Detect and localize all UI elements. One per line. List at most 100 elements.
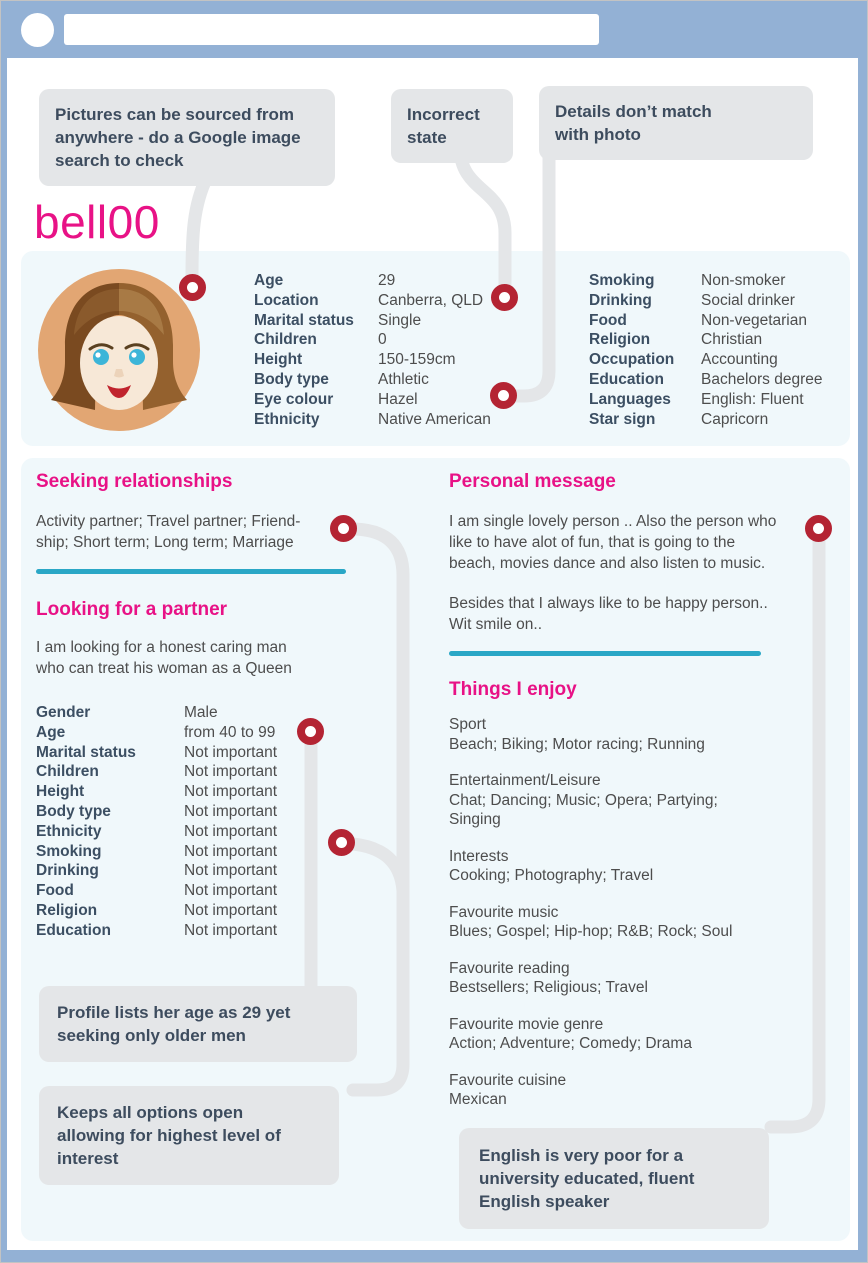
detail-row: Drinking Social drinker xyxy=(589,291,849,311)
enjoy-items: Mexican xyxy=(449,1091,507,1108)
detail-row: Ethnicity Not important xyxy=(36,822,376,842)
seeking-relationships-text: Activity partner; Travel partner; Friend… xyxy=(36,513,301,551)
detail-row: Education Bachelors degree xyxy=(589,370,849,390)
detail-row: Gender Male xyxy=(36,703,376,723)
detail-label: Smoking xyxy=(589,272,655,289)
detail-row: Location Canberra, QLD xyxy=(254,291,584,311)
detail-row: Marital status Not important xyxy=(36,743,376,763)
marker-eye-colour xyxy=(490,382,517,409)
detail-label: Languages xyxy=(589,390,671,408)
detail-value: 150-159cm xyxy=(378,351,456,369)
browser-logo-icon xyxy=(21,13,54,47)
detail-value: Hazel xyxy=(378,390,418,408)
detail-value: Male xyxy=(184,704,218,721)
looking-for-partner-title: Looking for a partner xyxy=(36,599,228,620)
address-bar[interactable] xyxy=(64,14,599,45)
detail-value: from 40 to 99 xyxy=(184,723,276,741)
enjoy-category: Sport xyxy=(449,716,487,733)
detail-row: Languages English: Fluent xyxy=(589,390,849,410)
detail-label: Body type xyxy=(254,370,329,388)
detail-row: Occupation Accounting xyxy=(589,350,849,370)
detail-value: 0 xyxy=(378,331,387,349)
detail-row: Smoking Not important xyxy=(36,842,376,862)
detail-label: Height xyxy=(254,351,303,369)
browser-left-edge xyxy=(1,58,7,1262)
divider xyxy=(449,651,761,656)
profile-details-right: Smoking Non-smoker Drinking Social drinker F… xyxy=(589,271,849,429)
callout-english-poor: English is very poor for a university ed… xyxy=(459,1128,769,1229)
enjoy-group: Entertainment/Leisure Chat; Dancing; Musi… xyxy=(449,771,809,830)
detail-row: Smoking Non-smoker xyxy=(589,271,849,291)
detail-value: 29 xyxy=(378,272,396,289)
enjoy-category: Favourite music xyxy=(449,903,559,921)
detail-row: Religion Christian xyxy=(589,330,849,350)
detail-label: Education xyxy=(36,921,111,939)
detail-row: Height 150-159cm xyxy=(254,350,584,370)
enjoy-category: Favourite cuisine xyxy=(449,1071,567,1089)
detail-label: Occupation xyxy=(589,351,675,369)
detail-value: Canberra, QLD xyxy=(378,291,484,309)
enjoy-items: Blues; Gospel; Hip-hop; R&B; Rock; Soul xyxy=(449,923,733,940)
detail-value: Native American xyxy=(378,410,491,428)
enjoy-category: Entertainment/Leisure xyxy=(449,772,601,789)
callout-details-mismatch: Details don’t match with photo xyxy=(539,86,813,160)
callout-pictures-warning: Pictures can be sourced from anywhere - … xyxy=(39,89,335,186)
detail-row: Height Not important xyxy=(36,782,376,802)
marker-seeking-relationships xyxy=(330,515,357,542)
detail-value: Single xyxy=(378,311,422,329)
detail-label: Age xyxy=(254,272,284,289)
enjoy-group: Favourite cuisine Mexican xyxy=(449,1071,809,1110)
detail-row: Food Not important xyxy=(36,881,376,901)
enjoy-items: Chat; Dancing; Music; Opera; Partying; S… xyxy=(449,791,718,829)
detail-label: Marital status xyxy=(36,743,136,761)
detail-value: Not important xyxy=(184,802,278,820)
detail-label: Religion xyxy=(589,331,651,349)
detail-label: Children xyxy=(254,331,317,349)
detail-row: Eye colour Hazel xyxy=(254,390,584,410)
detail-row: Children 0 xyxy=(254,330,584,350)
browser-bottom-bar xyxy=(1,1250,867,1262)
detail-value: Capricorn xyxy=(701,410,769,428)
detail-label: Location xyxy=(254,291,319,309)
marker-location xyxy=(491,284,518,311)
callout-options-open: Keeps all options open allowing for high… xyxy=(39,1086,339,1185)
detail-value: Not important xyxy=(184,862,278,880)
detail-value: Social drinker xyxy=(701,291,795,309)
detail-label: Food xyxy=(36,882,74,900)
detail-value: Not important xyxy=(184,822,278,840)
detail-value: Not important xyxy=(184,921,278,939)
partner-preferences: Gender Male Age from 40 to 99 Marital status… xyxy=(36,703,376,941)
detail-value: Non-smoker xyxy=(701,272,786,289)
enjoy-category: Favourite reading xyxy=(449,959,570,977)
marker-photo xyxy=(179,274,206,301)
looking-for-partner-text: I am looking for a honest caring man who… xyxy=(36,639,292,677)
detail-value: Accounting xyxy=(701,351,778,369)
enjoy-items: Cooking; Photography; Travel xyxy=(449,867,654,884)
detail-label: Children xyxy=(36,763,99,781)
enjoy-items: Bestsellers; Religious; Travel xyxy=(449,979,648,996)
detail-row: Body type Athletic xyxy=(254,370,584,390)
detail-label: Food xyxy=(589,311,627,329)
seeking-relationships-title: Seeking relationships xyxy=(36,471,233,492)
detail-value: Not important xyxy=(184,882,278,900)
callout-incorrect-state: Incorrect state xyxy=(391,89,513,163)
detail-value: Not important xyxy=(184,842,278,860)
detail-row: Age from 40 to 99 xyxy=(36,723,376,743)
enjoy-group: Interests Cooking; Photography; Travel xyxy=(449,847,809,886)
enjoy-group: Favourite movie genre Action; Adventure; … xyxy=(449,1015,809,1054)
personal-message-title: Personal message xyxy=(449,471,616,492)
detail-label: Ethnicity xyxy=(36,822,102,840)
detail-label: Age xyxy=(36,723,66,741)
detail-row: Body type Not important xyxy=(36,802,376,822)
detail-row: Drinking Not important xyxy=(36,861,376,881)
detail-value: Not important xyxy=(184,763,278,781)
divider xyxy=(36,569,346,574)
detail-value: Non-vegetarian xyxy=(701,311,807,329)
detail-value: Athletic xyxy=(378,370,429,388)
detail-label: Star sign xyxy=(589,410,656,428)
detail-label: Eye colour xyxy=(254,390,334,408)
detail-label: Height xyxy=(36,783,85,801)
callout-age-gap: Profile lists her age as 29 yet seeking … xyxy=(39,986,357,1062)
detail-label: Education xyxy=(589,370,664,388)
